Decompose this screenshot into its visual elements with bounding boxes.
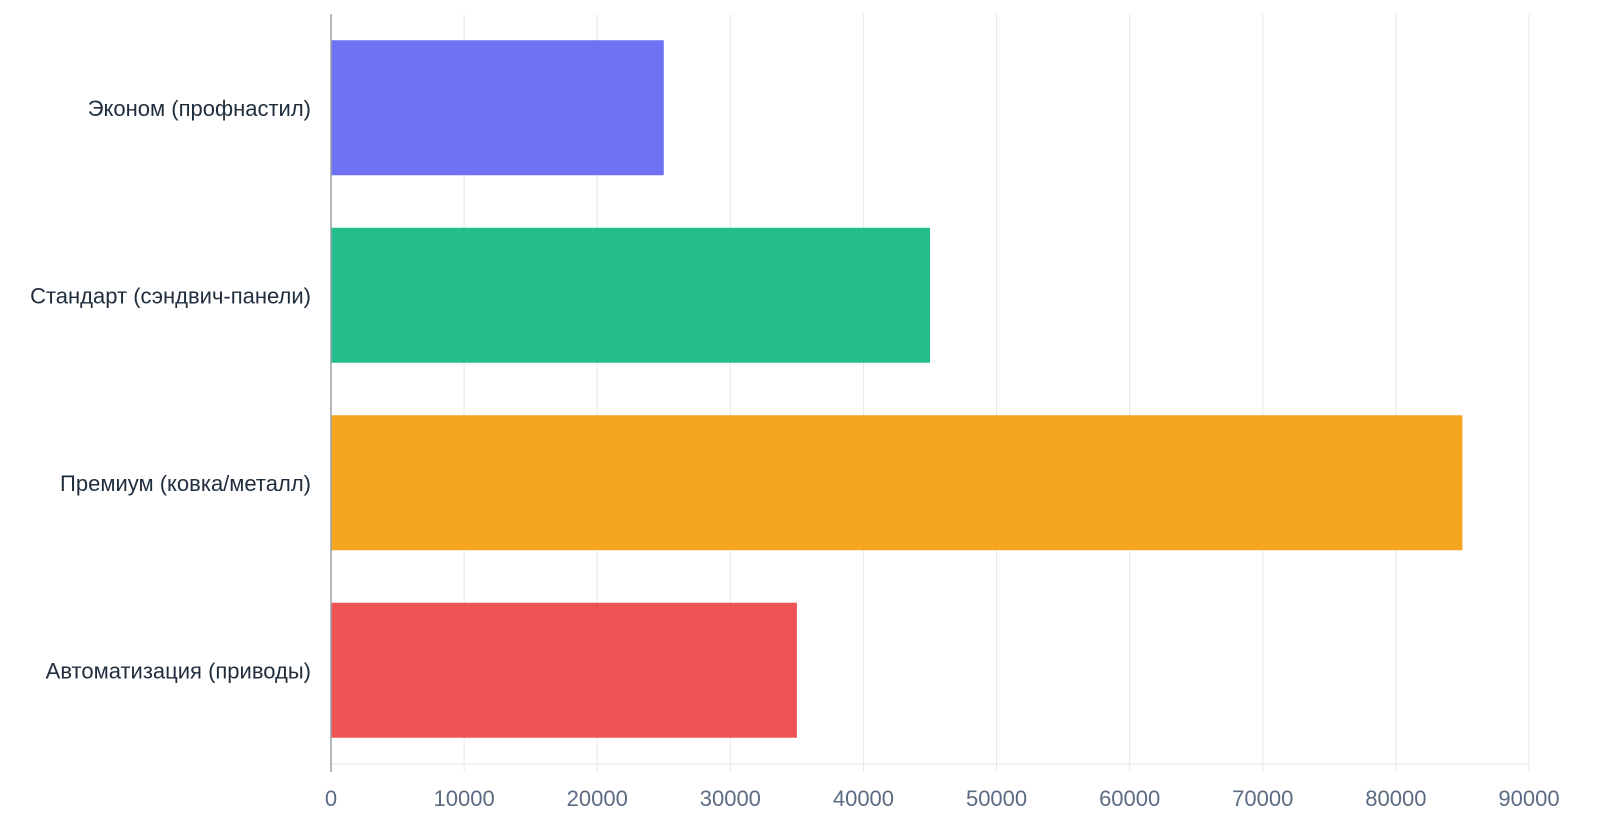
bar xyxy=(331,227,930,363)
category-label: Стандарт (сэндвич-панели) xyxy=(30,283,311,308)
tick-labels: 0 10000 20000 30000 40000 50000 60000 70000 8000… xyxy=(325,786,1560,811)
x-tick-label: 70000 xyxy=(1232,786,1293,811)
category-label: Премиум (ковка/металл) xyxy=(60,471,311,496)
x-tick-label: 10000 xyxy=(434,786,495,811)
category-label: Автоматизация (приводы) xyxy=(46,658,311,683)
x-tick-label: 20000 xyxy=(567,786,628,811)
x-tick-label: 90000 xyxy=(1498,786,1559,811)
x-tick-label: 80000 xyxy=(1365,786,1426,811)
x-tick-label: 30000 xyxy=(700,786,761,811)
bar xyxy=(331,602,797,738)
bar xyxy=(331,40,664,176)
x-tick-label: 40000 xyxy=(833,786,894,811)
category-label: Эконом (профнастил) xyxy=(88,96,311,121)
category-labels: Эконом (профнастил) Стандарт (сэндвич-пан… xyxy=(30,96,311,684)
bars xyxy=(331,40,1463,738)
x-tick-label: 60000 xyxy=(1099,786,1160,811)
bar xyxy=(331,415,1463,551)
x-tick-label: 0 xyxy=(325,786,337,811)
x-tick-label: 50000 xyxy=(966,786,1027,811)
